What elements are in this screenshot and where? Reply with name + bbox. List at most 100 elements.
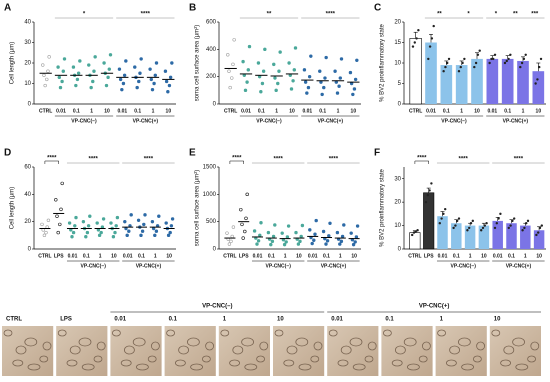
bar <box>533 230 545 249</box>
data-point <box>118 77 123 82</box>
data-point <box>507 57 510 61</box>
group-label: VP-CNC(−) <box>450 263 476 269</box>
data-point <box>73 224 77 228</box>
data-point <box>244 216 248 221</box>
data-point <box>411 233 414 237</box>
x-tick-label: 0.1 <box>504 108 511 114</box>
data-point <box>310 241 314 246</box>
significance-label: **** <box>326 12 336 18</box>
data-point <box>229 239 233 244</box>
data-point <box>355 224 360 228</box>
data-point <box>338 76 342 80</box>
data-point <box>509 53 512 56</box>
data-point <box>468 226 471 230</box>
data-point <box>232 38 236 42</box>
cell-shape <box>283 359 295 367</box>
cell-shape <box>391 359 403 367</box>
panel-label: D <box>4 148 11 159</box>
cell-shape <box>382 329 392 337</box>
x-tick-label: 0.1 <box>453 253 460 259</box>
significance-label: * <box>83 12 86 18</box>
data-point <box>55 214 59 218</box>
x-tick-label: 0.01 <box>302 108 312 114</box>
cell-shape <box>328 329 338 337</box>
data-point <box>152 81 156 86</box>
x-tick-label: 0.01 <box>241 108 251 114</box>
significance-bracket <box>44 160 59 164</box>
y-tick-label: 500 <box>206 219 217 225</box>
data-point <box>47 55 51 59</box>
data-point <box>520 61 524 65</box>
data-point <box>495 222 498 225</box>
data-point <box>480 229 483 232</box>
data-point <box>168 230 172 235</box>
cell-shape <box>57 329 67 337</box>
data-point <box>278 50 282 54</box>
data-point <box>231 62 235 67</box>
data-point <box>349 231 353 235</box>
x-tick-label: 0.01 <box>493 253 503 259</box>
micrograph-label: 0.1 <box>169 317 178 323</box>
x-tick-label: 10 <box>536 108 542 114</box>
data-point <box>85 230 90 235</box>
data-point <box>245 192 249 197</box>
x-tick-label: 1 <box>154 253 157 259</box>
significance-label: **** <box>459 157 469 163</box>
data-point <box>427 57 430 61</box>
data-point <box>414 230 417 233</box>
micrograph <box>273 326 325 376</box>
significance-label: **** <box>417 156 427 162</box>
y-tick-label: 5 <box>398 81 402 87</box>
cell-shape <box>259 341 269 351</box>
data-point <box>88 214 92 218</box>
cell-shape <box>220 329 230 337</box>
data-point <box>247 44 252 49</box>
data-point <box>76 71 81 75</box>
micrograph <box>2 326 54 376</box>
data-point <box>271 234 276 239</box>
data-point <box>107 67 112 71</box>
data-point <box>243 88 248 93</box>
data-point <box>492 57 495 61</box>
data-point <box>166 233 171 238</box>
data-point <box>139 233 143 238</box>
x-tick-label: 0.01 <box>253 253 263 259</box>
data-point <box>428 189 431 192</box>
data-point <box>46 218 51 223</box>
cell-shape <box>93 355 103 363</box>
data-point <box>44 230 48 235</box>
group-label: VP-CNC(+) <box>503 118 529 124</box>
cell-shape <box>166 329 176 337</box>
y-tick-label: 20 <box>24 219 31 225</box>
micrograph-label: 10 <box>494 317 501 323</box>
significance-bracket <box>414 160 429 164</box>
cell-shape <box>512 337 525 347</box>
data-point <box>302 68 307 72</box>
cell-shape <box>503 345 515 355</box>
x-tick-label: 1 <box>460 108 463 114</box>
y-tick-label: 30 <box>24 40 31 46</box>
x-tick-label: 10 <box>296 253 302 259</box>
cell-shape <box>457 337 471 347</box>
cell-shape <box>256 355 266 363</box>
data-point <box>246 68 251 72</box>
data-point <box>291 79 295 83</box>
cell-shape <box>27 363 41 371</box>
bar <box>437 216 448 249</box>
data-point <box>42 73 46 78</box>
y-axis-label: soma cell surface area (µm²) <box>195 170 201 246</box>
data-point <box>70 235 74 239</box>
group-label: VP-CNC(+) <box>419 304 450 310</box>
cell-shape <box>205 341 215 351</box>
data-point <box>143 213 147 217</box>
data-point <box>59 207 63 212</box>
data-point <box>416 229 419 232</box>
data-point <box>241 236 245 240</box>
x-tick-label: 1 <box>524 253 527 259</box>
y-axis-label: % BV2 proinflammatory state <box>380 23 386 101</box>
x-tick-label: CTRL <box>223 253 236 259</box>
micrograph <box>110 326 162 376</box>
micrograph <box>327 326 379 376</box>
data-point <box>521 229 524 232</box>
cell-shape <box>500 359 512 367</box>
